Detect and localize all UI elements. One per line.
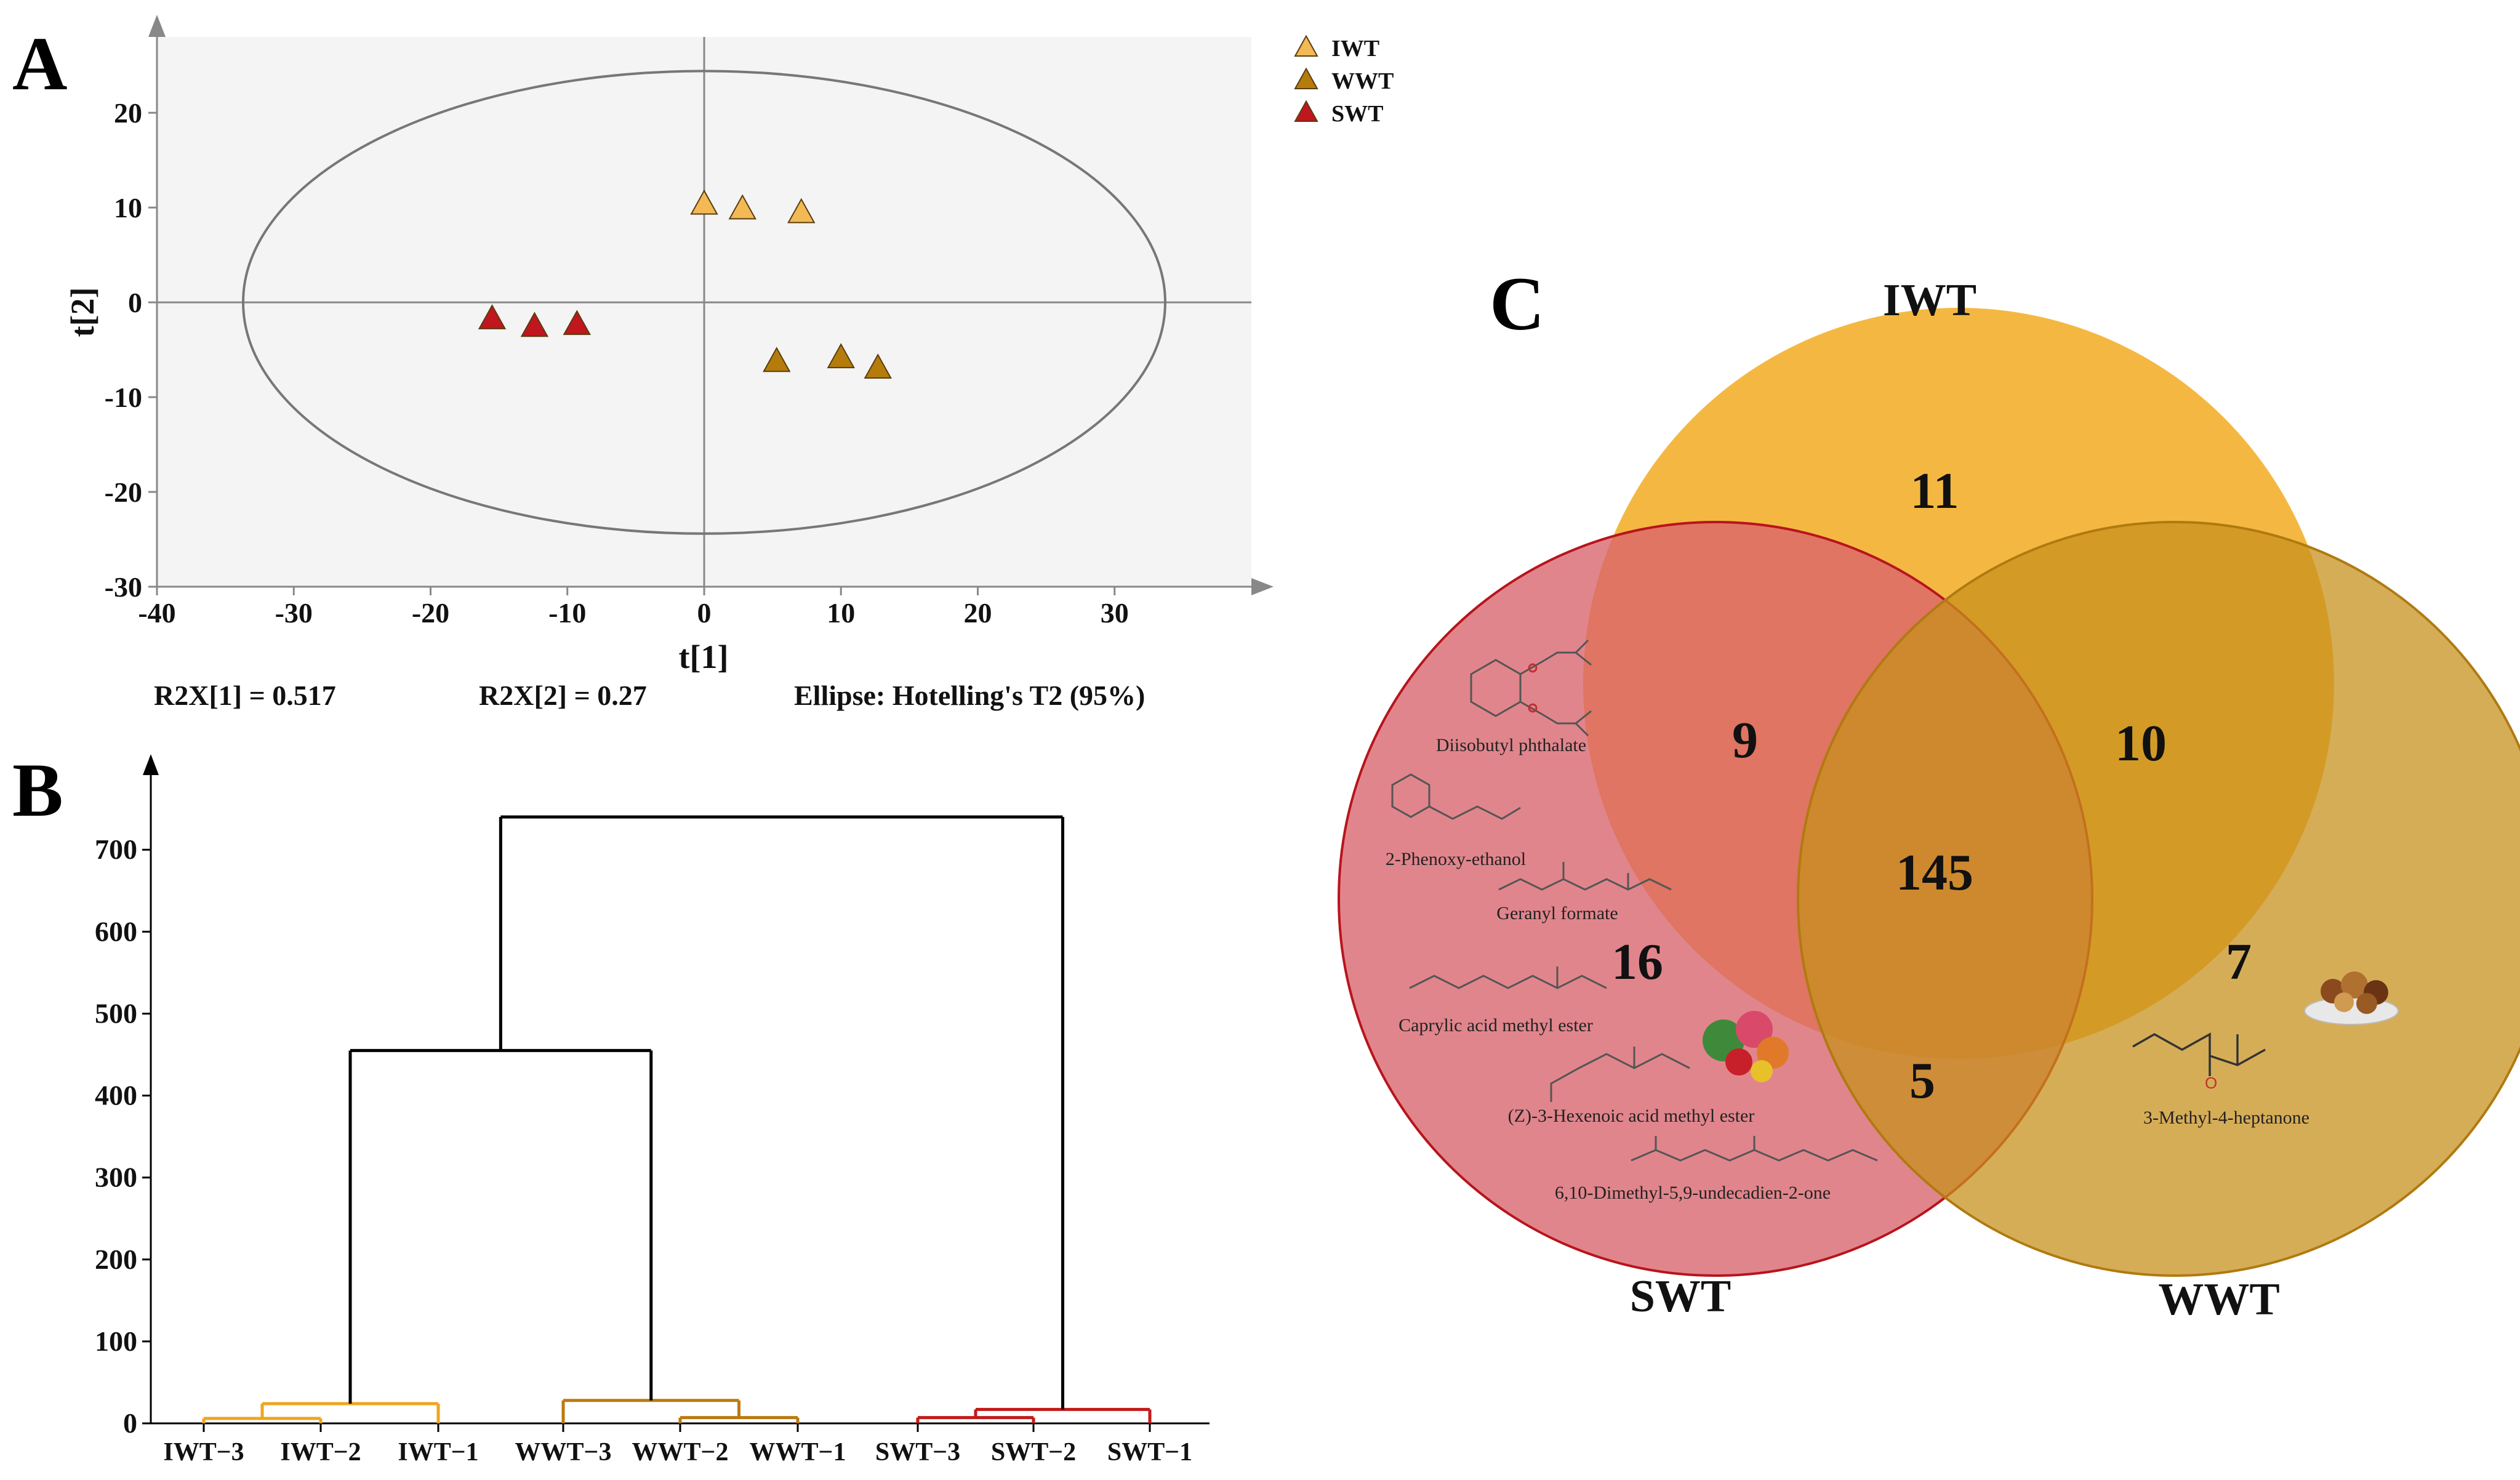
y-tick-label: 0 xyxy=(128,287,142,318)
x-tick-label: 30 xyxy=(1101,597,1129,629)
point-swt-1 xyxy=(478,304,507,329)
point-iwt-2 xyxy=(728,194,756,220)
point-iwt-3 xyxy=(787,198,816,223)
plot-a-gridlines xyxy=(157,37,1251,587)
panel-b: B 0 100 200 300 400 500 600 700 IWT−3 IWT−2 IWT−1… xyxy=(12,748,1210,1466)
leaf-label: WWT−3 xyxy=(515,1438,612,1466)
panel-a-letter: A xyxy=(12,22,68,106)
compound-diisobutyl-phthalate: Diisobutyl phthalate xyxy=(1436,735,1586,755)
x-tick-label: -30 xyxy=(275,597,313,629)
leaf-label: WWT−1 xyxy=(750,1438,846,1466)
panel-b-letter: B xyxy=(12,748,63,832)
y-tick-label: 10 xyxy=(114,192,142,223)
y-tick-label: 20 xyxy=(114,97,142,129)
y-axis-arrow xyxy=(148,15,166,37)
compound-dimethyl-undecadienone: 6,10-Dimethyl-5,9-undecadien-2-one xyxy=(1555,1183,1831,1203)
leaf-label: IWT−3 xyxy=(163,1438,244,1466)
svg-text:O: O xyxy=(2205,1074,2217,1092)
compound-geranyl-formate: Geranyl formate xyxy=(1496,903,1618,923)
dendro-y-tick-label: 0 xyxy=(123,1407,137,1439)
venn-count-swt-wwt: 5 xyxy=(1909,1052,1935,1109)
x-tick-label: -10 xyxy=(548,597,586,629)
dendro-y-tick-label: 200 xyxy=(95,1244,137,1275)
legend-label-wwt: WWT xyxy=(1331,68,1394,94)
dendro-y-tick-label: 600 xyxy=(95,915,137,947)
dendro-y-tick-label: 100 xyxy=(95,1325,137,1357)
plot-b-ticks: 0 100 200 300 400 500 600 700 xyxy=(95,834,151,1439)
compound-z3-hexenoic-acid-methyl-ester: (Z)-3-Hexenoic acid methyl ester xyxy=(1508,1106,1755,1126)
dendrogram-tree xyxy=(202,815,1152,1423)
dendro-y-tick-label: 700 xyxy=(95,834,137,865)
molecule-phenoxy-ethanol xyxy=(1391,773,1521,820)
venn-label-wwt: WWT xyxy=(2158,1274,2279,1325)
compound-methyl-heptanone: 3-Methyl-4-heptanone xyxy=(2143,1108,2309,1128)
molecule-methyl-heptanone: O xyxy=(2132,1032,2266,1092)
leaf-label: WWT−2 xyxy=(632,1438,729,1466)
point-wwt-2 xyxy=(827,343,855,369)
y-tick-label: -20 xyxy=(105,477,142,508)
molecule-dimethyl-undecadienone xyxy=(1631,1136,1878,1162)
venn-count-wwt-only: 7 xyxy=(2226,933,2252,991)
point-wwt-1 xyxy=(763,347,791,372)
point-iwt-1 xyxy=(690,189,718,215)
compound-caprylic-acid-methyl-ester: Caprylic acid methyl ester xyxy=(1398,1015,1593,1036)
legend-marker-swt xyxy=(1294,100,1318,122)
leaf-label: IWT−1 xyxy=(398,1438,478,1466)
leaf-label: IWT−2 xyxy=(280,1438,361,1466)
dendrogram-y-arrow xyxy=(143,754,159,775)
panel-c-letter: C xyxy=(1490,262,1545,346)
x-tick-label: 0 xyxy=(697,597,712,629)
plot-b-axes xyxy=(143,754,1210,1425)
point-swt-2 xyxy=(520,312,549,337)
dendro-y-tick-label: 500 xyxy=(95,997,137,1029)
legend-label-swt: SWT xyxy=(1331,101,1383,127)
x-tick-label: -20 xyxy=(412,597,449,629)
leaf-label: SWT−2 xyxy=(991,1438,1076,1466)
venn-count-all: 145 xyxy=(1896,844,1973,901)
compound-phenoxy-ethanol: 2-Phenoxy-ethanol xyxy=(1386,849,1526,869)
y-tick-label: -10 xyxy=(105,382,142,413)
x-axis-arrow xyxy=(1251,578,1274,595)
dendro-y-tick-label: 300 xyxy=(95,1162,137,1193)
x-tick-label: 20 xyxy=(964,597,992,629)
point-wwt-3 xyxy=(864,353,892,379)
plot-a-legend: IWT WWT SWT xyxy=(1294,34,1394,127)
venn-count-iwt-only: 11 xyxy=(1910,462,1959,520)
fruit-flower-icon xyxy=(1703,1011,1789,1082)
r2x1-text: R2X[1] = 0.517 xyxy=(154,680,336,711)
venn-label-swt: SWT xyxy=(1630,1271,1731,1322)
venn-circle-wwt xyxy=(1797,521,2520,1277)
legend-marker-iwt xyxy=(1294,34,1318,57)
venn-count-iwt-swt: 9 xyxy=(1732,712,1758,769)
plot-a-xlabel: t[1] xyxy=(679,638,729,675)
r2x2-text: R2X[2] = 0.27 xyxy=(479,680,647,711)
y-tick-label: -30 xyxy=(105,571,142,603)
leaf-label: SWT−1 xyxy=(1107,1438,1192,1466)
x-tick-label: -40 xyxy=(138,597,175,629)
hotelling-ellipse xyxy=(242,70,1166,535)
point-swt-3 xyxy=(563,310,592,336)
x-tick-label: 10 xyxy=(827,597,855,629)
legend-marker-wwt xyxy=(1294,67,1318,89)
compound-labels: Diisobutyl phthalate 2-Phenoxy-ethanol G… xyxy=(1386,735,2309,1203)
dendrogram-leaf-labels: IWT−3 IWT−2 IWT−1 WWT−3 WWT−2 WWT−1 SWT−3 SWT−2… xyxy=(163,1423,1192,1466)
molecule-caprylic-acid-methyl-ester xyxy=(1409,967,1607,989)
venn-count-iwt-wwt: 10 xyxy=(2115,715,2167,772)
molecule-z3-hexenoic-acid-methyl-ester xyxy=(1550,1047,1690,1102)
mixed-nuts-icon xyxy=(2304,971,2399,1025)
venn-label-iwt: IWT xyxy=(1883,275,1976,326)
plot-a-ylabel: t[2] xyxy=(64,288,101,337)
plot-a-points xyxy=(478,189,892,379)
panel-c: C IWT SWT WWT 11 9 10 145 16 7 5 xyxy=(1338,262,2520,1325)
leaf-label: SWT−3 xyxy=(875,1438,960,1466)
ellipse-note: Ellipse: Hotelling's T2 (95%) xyxy=(794,680,1145,711)
venn-count-swt-only: 16 xyxy=(1611,933,1663,991)
legend-label-iwt: IWT xyxy=(1331,36,1379,62)
dendro-y-tick-label: 400 xyxy=(95,1080,137,1111)
molecule-diisobutyl-phthalate xyxy=(1470,639,1592,737)
molecule-geranyl-formate xyxy=(1498,862,1672,891)
